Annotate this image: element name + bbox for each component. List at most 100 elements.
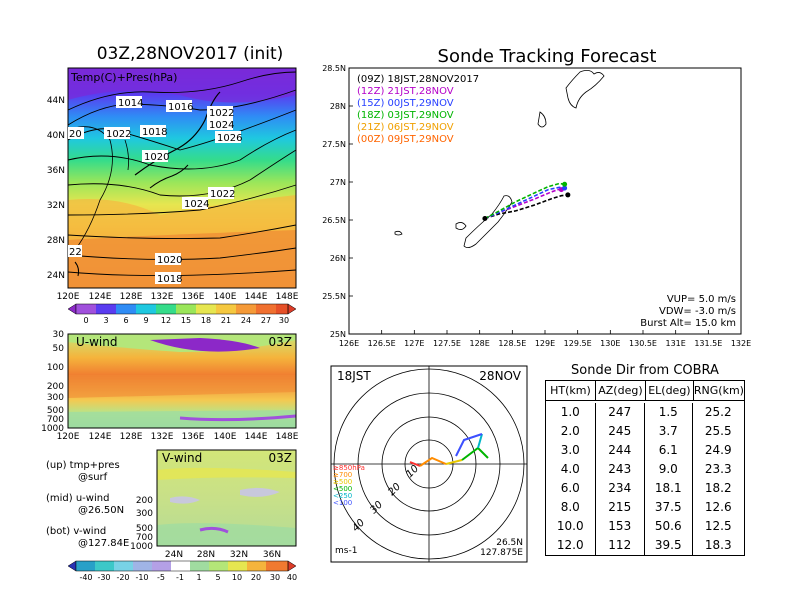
lon-tick: 140E bbox=[214, 432, 237, 442]
colorbar-tick: 0 bbox=[83, 316, 88, 325]
lon-tick: 148E bbox=[276, 292, 299, 302]
colorbar-tick: 10 bbox=[232, 573, 242, 582]
x-tick-label: 128E bbox=[470, 339, 490, 348]
table-cell: 10.0 bbox=[546, 517, 596, 536]
island-outline bbox=[394, 230, 403, 236]
lon-tick: 144E bbox=[245, 292, 268, 302]
table-row: 4.0 243 9.0 23.3 bbox=[546, 460, 744, 479]
hodograph-500 bbox=[445, 459, 463, 465]
table-cell: 18.1 bbox=[645, 479, 693, 498]
polar-unit: ms-1 bbox=[335, 546, 357, 556]
table-cell: 18.2 bbox=[704, 481, 732, 495]
lon-tick: 128E bbox=[120, 292, 143, 302]
table-cell: 12.5 bbox=[704, 519, 732, 533]
polar-lon: 127.875E bbox=[480, 548, 523, 558]
pressure-tick: 700 bbox=[47, 415, 64, 425]
table-row: 8.0 215 37.5 12.6 bbox=[546, 498, 744, 517]
y-tick-label: 27N bbox=[330, 178, 346, 187]
table-cell: 234 bbox=[596, 479, 645, 498]
uwind-label: U-wind bbox=[76, 335, 117, 349]
trajectory-endpoint bbox=[562, 185, 568, 191]
hodograph-700 bbox=[419, 456, 447, 467]
colorbar-tick: 21 bbox=[221, 316, 231, 325]
y-tick-label: 25.5N bbox=[322, 292, 346, 301]
colorbar-tick: 30 bbox=[270, 573, 280, 582]
isobar-label: 22 bbox=[69, 247, 82, 258]
isobar-label: 1014 bbox=[118, 98, 143, 109]
table-cell: 243 bbox=[596, 460, 645, 479]
lon-tick: 144E bbox=[245, 432, 268, 442]
sonde-table-body: 1.0 247 1.5 25.2 2.0 245 3.7 25.5 3.0 244 6.1 24.9 4… bbox=[546, 401, 744, 555]
island-outline bbox=[537, 111, 547, 128]
lat-tick: 44N bbox=[47, 96, 65, 106]
sonde-table: HT(km) AZ(deg) EL(deg) RNG(km) 1.0 247 1.5… bbox=[545, 380, 745, 556]
note-mid: (mid) u-wind bbox=[46, 493, 109, 504]
table-row: 10.0 153 50.6 12.5 bbox=[546, 517, 744, 536]
table-cell: 50.6 bbox=[645, 517, 693, 536]
lat-tick: 24N bbox=[47, 271, 65, 281]
y-tick-label: 28N bbox=[330, 102, 346, 111]
pressure-legend: ≥850hPa ≥700 ≥500 <500 <250 <100 bbox=[333, 464, 365, 507]
pressure-tick: 1000 bbox=[41, 424, 64, 434]
pressure-tick: 100 bbox=[47, 363, 64, 373]
x-tick-label: 132E bbox=[731, 339, 751, 348]
lon-tick: 136E bbox=[182, 432, 205, 442]
trajectory-endpoint bbox=[562, 181, 568, 187]
y-tick-label: 25N bbox=[330, 330, 346, 339]
map-title: 03Z,28NOV2017 (init) bbox=[96, 44, 284, 64]
colorbar-tick: -40 bbox=[79, 573, 92, 582]
isobar-label: 1020 bbox=[157, 255, 182, 266]
table-cell: 8.0 bbox=[546, 498, 596, 517]
isobar-label: 1018 bbox=[142, 127, 167, 138]
pressure-tick: 500 bbox=[136, 524, 153, 534]
table-cell: 215 bbox=[596, 498, 645, 517]
table-cell: 12.6 bbox=[704, 500, 732, 514]
y-tick-label: 27.5N bbox=[322, 140, 346, 149]
lon-tick: 132E bbox=[151, 432, 174, 442]
x-tick-label: 129.5E bbox=[564, 339, 592, 348]
colorbar-tick: 24 bbox=[241, 316, 251, 325]
pressure-tick: 300 bbox=[47, 393, 64, 403]
pressure-legend-item: <250 bbox=[333, 492, 352, 500]
table-cell: 23.3 bbox=[704, 462, 732, 476]
pressure-tick: 700 bbox=[136, 533, 153, 543]
lon-tick: 140E bbox=[214, 292, 237, 302]
lon-tick: 128E bbox=[120, 432, 143, 442]
wind-colorbar: -40 -30 -20 -10 -5 -1 1 5 10 20 30 40 bbox=[67, 560, 297, 582]
colorbar-tick: 1 bbox=[196, 573, 201, 582]
legend-entry: (15Z) 00JST,29NOV bbox=[357, 98, 454, 109]
table-row: 12.0 112 39.5 18.3 bbox=[546, 536, 744, 555]
hodograph-lt100 bbox=[455, 433, 483, 457]
lon-tick: 120E bbox=[57, 292, 80, 302]
isobar-label: 1020 bbox=[144, 152, 169, 163]
lon-tick: 148E bbox=[276, 432, 299, 442]
table-cell: 245 bbox=[596, 422, 645, 441]
colorbar-tick: 15 bbox=[181, 316, 191, 325]
isobar-label: 1022 bbox=[106, 129, 131, 140]
hodograph-lt250 bbox=[477, 433, 483, 449]
isobar-label: 1024 bbox=[184, 199, 209, 210]
pressure-tick: 500 bbox=[47, 406, 64, 416]
isobar-label: 1022 bbox=[210, 189, 235, 200]
vwind-time: 03Z bbox=[269, 451, 293, 465]
table-cell: 39.5 bbox=[645, 536, 693, 555]
x-tick-label: 128.5E bbox=[498, 339, 526, 348]
polar-time: 18JST bbox=[337, 369, 371, 383]
table-row: 2.0 245 3.7 25.5 bbox=[546, 422, 744, 441]
pressure-tick: 300 bbox=[136, 509, 153, 519]
legend-entry: (09Z) 18JST,28NOV2017 bbox=[357, 74, 479, 85]
colorbar-tick: -30 bbox=[97, 573, 110, 582]
x-tick-label: 130.5E bbox=[629, 339, 657, 348]
note-up: (up) tmp+pres bbox=[46, 460, 120, 471]
polar-lat: 26.5N bbox=[496, 538, 523, 548]
colorbar-tick: 3 bbox=[103, 316, 108, 325]
x-tick-label: 126E bbox=[339, 339, 359, 348]
island-outline bbox=[565, 70, 605, 109]
pressure-tick: 200 bbox=[136, 496, 153, 506]
table-cell: 12.0 bbox=[546, 536, 596, 555]
table-cell: 153 bbox=[596, 517, 645, 536]
hodograph-850 bbox=[409, 461, 421, 467]
map-lon-ticks: 120E 124E 128E 132E 136E 140E 144E 148E bbox=[57, 292, 299, 302]
map-field-label: Temp(C)+Pres(hPa) bbox=[70, 71, 177, 84]
